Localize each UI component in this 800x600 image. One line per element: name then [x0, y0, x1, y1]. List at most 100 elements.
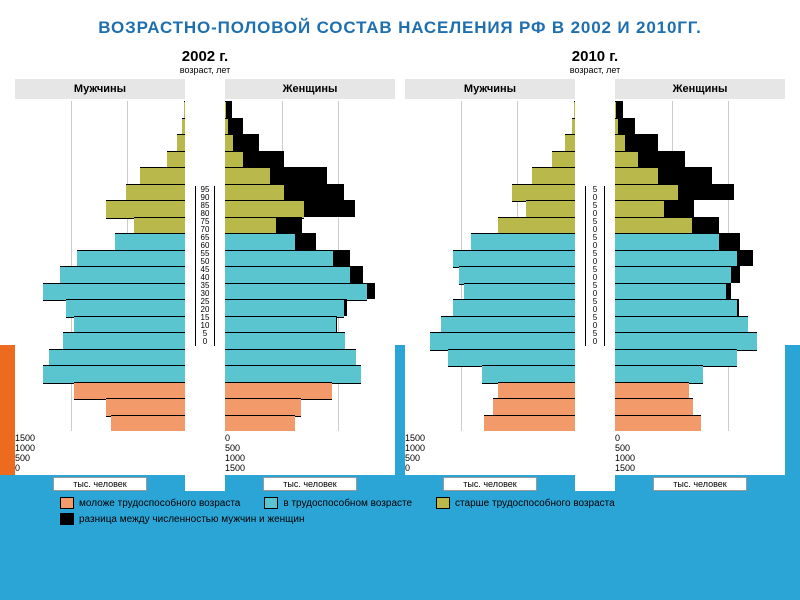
bar-row — [405, 382, 575, 399]
bar-row — [615, 134, 785, 151]
bar-row — [225, 316, 395, 333]
female-side — [615, 101, 785, 431]
bar-row — [225, 349, 395, 366]
bar-row — [615, 398, 785, 415]
bar-row — [225, 398, 395, 415]
bar-row — [405, 283, 575, 300]
charts-container: 2002 г. возраст, лет Мужчины Женщины 959… — [0, 46, 800, 491]
bar-row — [225, 233, 395, 250]
bar-row — [15, 415, 185, 432]
bar-row — [405, 415, 575, 432]
bar-row — [615, 332, 785, 349]
bar-row — [405, 134, 575, 151]
bar-row — [405, 316, 575, 333]
bar-row — [615, 415, 785, 432]
bar-row — [225, 415, 395, 432]
bar-row — [225, 382, 395, 399]
bar-row — [615, 382, 785, 399]
legend-label: разница между численностью мужчин и женщ… — [79, 514, 305, 525]
bar-row — [405, 349, 575, 366]
bar-row — [225, 250, 395, 267]
bar-row — [615, 316, 785, 333]
bar-row — [405, 299, 575, 316]
bar-row — [225, 332, 395, 349]
page-title: ВОЗРАСТНО-ПОЛОВОЙ СОСТАВ НАСЕЛЕНИЯ РФ В … — [0, 0, 800, 46]
bar-row — [405, 167, 575, 184]
bar-row — [225, 184, 395, 201]
bar-row — [15, 151, 185, 168]
bar-row — [225, 200, 395, 217]
legend-label: моложе трудоспособного возраста — [79, 498, 240, 509]
legend-item: разница между численностью мужчин и женщ… — [60, 513, 305, 525]
bar-row — [15, 299, 185, 316]
bar-row — [615, 250, 785, 267]
bar-row — [15, 118, 185, 135]
bar-row — [615, 233, 785, 250]
bar-row — [15, 250, 185, 267]
bar-row — [405, 184, 575, 201]
bar-row — [15, 398, 185, 415]
y-axis-label: возраст, лет — [405, 65, 785, 75]
bar-row — [15, 283, 185, 300]
chart-year: 2010 г. — [405, 48, 785, 65]
bar-row — [225, 118, 395, 135]
female-label: Женщины — [615, 79, 785, 99]
legend-item: старше трудоспособного возраста — [436, 497, 615, 509]
bar-row — [15, 266, 185, 283]
legend: моложе трудоспособного возраста в трудосп… — [0, 491, 800, 525]
legend-item: моложе трудоспособного возраста — [60, 497, 240, 509]
male-label: Мужчины — [405, 79, 575, 99]
bar-row — [405, 266, 575, 283]
chart-year: 2002 г. — [15, 48, 395, 65]
bar-row — [15, 365, 185, 382]
bar-row — [405, 332, 575, 349]
male-side — [15, 101, 185, 431]
bar-row — [615, 200, 785, 217]
bar-row — [15, 217, 185, 234]
bar-row — [15, 349, 185, 366]
bar-row — [615, 266, 785, 283]
bar-row — [15, 167, 185, 184]
y-axis-label: возраст, лет — [15, 65, 395, 75]
bar-row — [615, 365, 785, 382]
bar-row — [15, 233, 185, 250]
bar-row — [615, 184, 785, 201]
bar-row — [405, 398, 575, 415]
female-side — [225, 101, 395, 431]
pyramid-chart: 2002 г. возраст, лет Мужчины Женщины 959… — [15, 46, 395, 491]
bar-row — [15, 316, 185, 333]
bar-row — [15, 101, 185, 118]
bar-row — [405, 118, 575, 135]
bar-row — [615, 299, 785, 316]
bar-row — [15, 200, 185, 217]
bar-row — [615, 349, 785, 366]
y-ticks: 95908580757065605550454035302520151050 — [195, 186, 215, 346]
female-label: Женщины — [225, 79, 395, 99]
bar-row — [225, 151, 395, 168]
bar-row — [405, 365, 575, 382]
legend-swatch — [60, 497, 74, 509]
bar-row — [225, 101, 395, 118]
bar-row — [15, 332, 185, 349]
legend-item: в трудоспособном возрасте — [264, 497, 412, 509]
bar-row — [225, 299, 395, 316]
legend-label: старше трудоспособного возраста — [455, 498, 615, 509]
bar-row — [225, 283, 395, 300]
x-unit: тыс. человек — [653, 477, 747, 491]
bar-row — [225, 167, 395, 184]
bar-row — [225, 266, 395, 283]
bar-row — [405, 151, 575, 168]
bar-row — [405, 101, 575, 118]
male-label: Мужчины — [15, 79, 185, 99]
bar-row — [15, 184, 185, 201]
bar-row — [615, 283, 785, 300]
legend-swatch — [60, 513, 74, 525]
bar-row — [615, 101, 785, 118]
y-ticks: 50505050505050505050 — [585, 186, 605, 346]
bar-row — [225, 365, 395, 382]
x-axis: 150010005000 050010001500 — [15, 431, 395, 475]
bar-row — [615, 217, 785, 234]
bar-row — [615, 167, 785, 184]
bar-row — [15, 134, 185, 151]
legend-swatch — [436, 497, 450, 509]
